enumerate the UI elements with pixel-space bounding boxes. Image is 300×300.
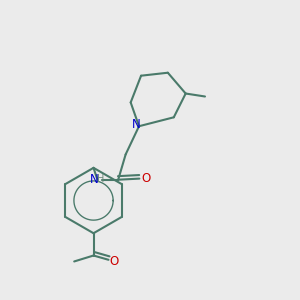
Text: O: O [110,255,119,268]
Text: N: N [90,172,99,186]
Text: O: O [142,172,151,185]
Text: H: H [98,174,105,184]
Text: N: N [132,118,141,131]
